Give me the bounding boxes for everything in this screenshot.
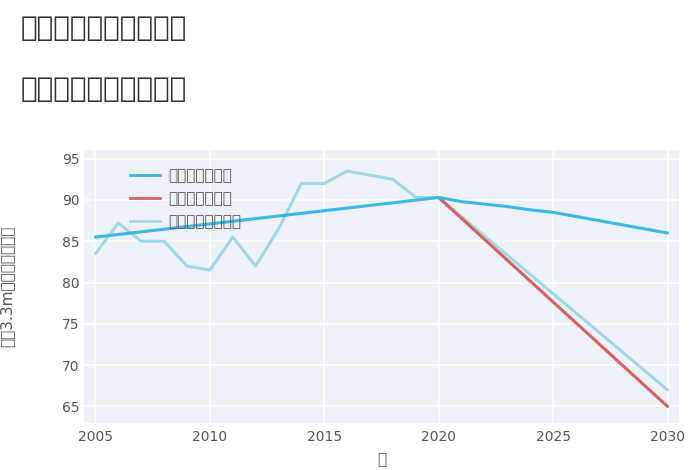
バッドシナリオ xyxy=(664,404,672,409)
ノーマルシナリオ xyxy=(412,195,420,200)
Text: グッドシナリオ: グッドシナリオ xyxy=(169,168,232,183)
バッドシナリオ xyxy=(435,195,443,200)
Text: 愛知県碧南市松江町の: 愛知県碧南市松江町の xyxy=(21,14,188,42)
グッドシナリオ xyxy=(572,214,580,219)
グッドシナリオ xyxy=(480,201,489,207)
ノーマルシナリオ xyxy=(435,195,443,200)
ノーマルシナリオ xyxy=(298,180,306,186)
グッドシナリオ xyxy=(526,207,535,213)
Line: ノーマルシナリオ: ノーマルシナリオ xyxy=(95,171,668,390)
Text: ノーマルシナリオ: ノーマルシナリオ xyxy=(169,214,241,229)
Text: バッドシナリオ: バッドシナリオ xyxy=(169,191,232,206)
Text: 平（3.3m）単価（万円）: 平（3.3m）単価（万円） xyxy=(0,226,15,347)
グッドシナリオ xyxy=(549,210,557,215)
Line: バッドシナリオ: バッドシナリオ xyxy=(439,197,668,407)
Line: グッドシナリオ: グッドシナリオ xyxy=(95,197,668,237)
ノーマルシナリオ xyxy=(137,238,146,244)
ノーマルシナリオ xyxy=(664,387,672,393)
グッドシナリオ xyxy=(664,230,672,236)
ノーマルシナリオ xyxy=(343,168,351,174)
ノーマルシナリオ xyxy=(114,220,122,226)
グッドシナリオ xyxy=(617,222,626,227)
ノーマルシナリオ xyxy=(389,177,397,182)
グッドシナリオ xyxy=(457,199,466,204)
ノーマルシナリオ xyxy=(274,226,283,232)
ノーマルシナリオ xyxy=(320,180,328,186)
ノーマルシナリオ xyxy=(228,235,237,240)
ノーマルシナリオ xyxy=(366,172,375,178)
グッドシナリオ xyxy=(435,195,443,200)
グッドシナリオ xyxy=(595,218,603,223)
グッドシナリオ xyxy=(91,235,99,240)
グッドシナリオ xyxy=(640,226,649,232)
X-axis label: 年: 年 xyxy=(377,452,386,467)
Text: 中古戸建ての価格推移: 中古戸建ての価格推移 xyxy=(21,75,188,103)
ノーマルシナリオ xyxy=(251,263,260,269)
ノーマルシナリオ xyxy=(183,263,191,269)
ノーマルシナリオ xyxy=(91,251,99,257)
ノーマルシナリオ xyxy=(206,267,214,273)
グッドシナリオ xyxy=(503,204,512,210)
ノーマルシナリオ xyxy=(160,238,168,244)
